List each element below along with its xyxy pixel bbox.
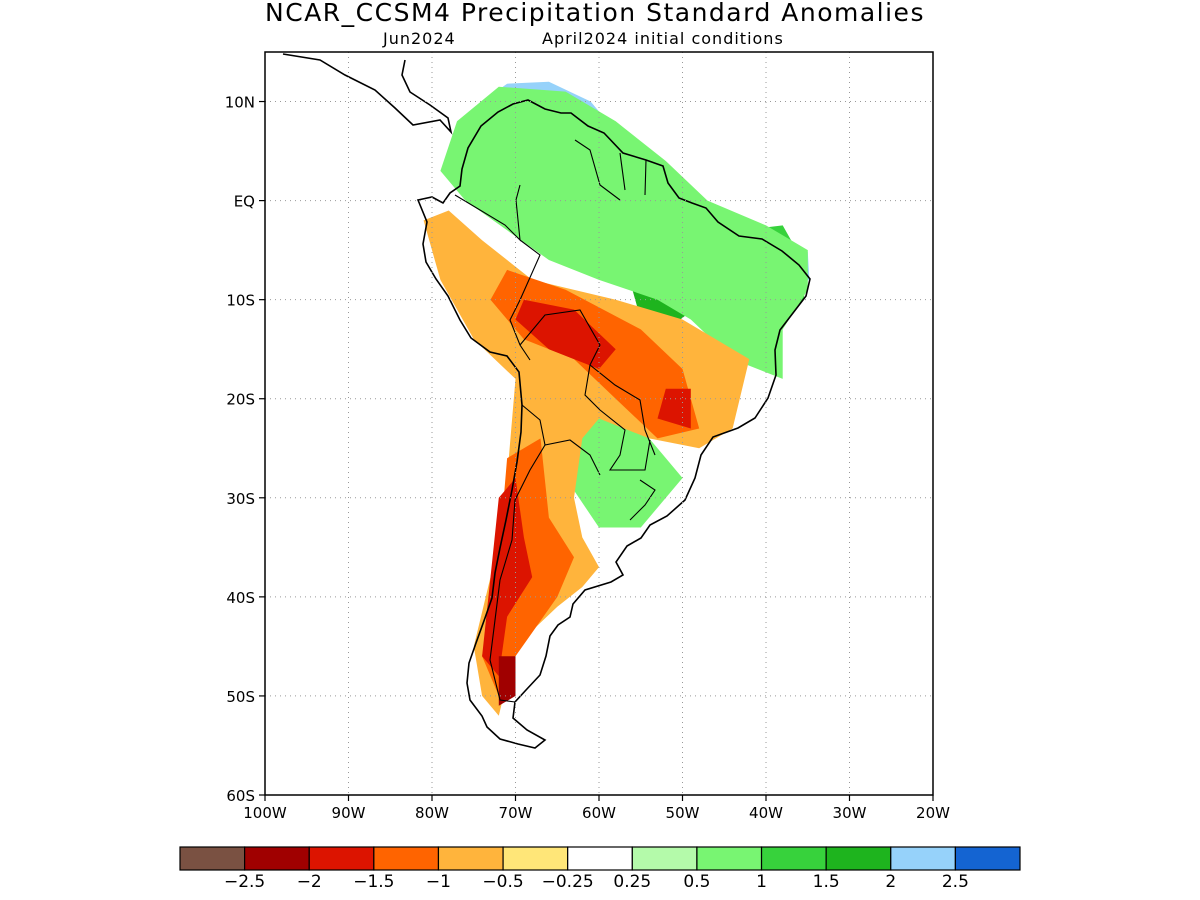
colorbar-swatch xyxy=(567,846,633,871)
colorbar-label: 2.5 xyxy=(942,872,969,892)
colorbar-swatch xyxy=(890,846,956,871)
initial-conditions-label: April2024 initial conditions xyxy=(542,29,784,48)
anomaly-region-5 xyxy=(440,86,808,379)
axis-labels: 100W 90W 80W 70W 60W 50W 40W 30W 20W 10N EQ 10S 20S 3… xyxy=(225,94,950,822)
lon-tick-label: 70W xyxy=(499,804,533,822)
lon-tick-label: 100W xyxy=(243,804,287,822)
colorbar: −2.5 −2 −1.5 −1 −0.5 −0.25 0.25 0.5 1 1.5 2 2.5 xyxy=(179,846,1021,892)
colorbar-swatch xyxy=(631,846,698,871)
colorbar-swatch xyxy=(954,846,1021,871)
colorbar-label: −0.25 xyxy=(542,872,594,892)
forecast-month: Jun2024 xyxy=(383,29,456,48)
central-america-coastline xyxy=(282,53,453,135)
colorbar-label: −2 xyxy=(297,872,322,892)
lat-tick-label: 30S xyxy=(226,490,255,508)
colorbar-swatch xyxy=(437,846,504,871)
colorbar-swatch xyxy=(179,846,246,871)
colorbar-label: 2 xyxy=(885,872,896,892)
lon-tick-label: 50W xyxy=(666,804,700,822)
lon-tick-label: 80W xyxy=(415,804,449,822)
lon-tick-label: 90W xyxy=(332,804,366,822)
south-america-coastline xyxy=(416,99,811,749)
anomaly-region-6 xyxy=(565,398,683,528)
colorbar-swatch xyxy=(760,846,827,871)
colorbar-label: −0.5 xyxy=(482,872,523,892)
lon-tick-label: 20W xyxy=(916,804,950,822)
anomaly-shading xyxy=(423,81,810,716)
colorbar-label: −2.5 xyxy=(224,872,265,892)
colorbar-swatch xyxy=(373,846,440,871)
colorbar-swatch xyxy=(244,846,310,871)
colorbar-swatch xyxy=(825,846,892,871)
anomaly-region-13 xyxy=(498,656,516,706)
lat-tick-label: 20S xyxy=(226,391,255,409)
colorbar-swatch xyxy=(308,846,375,871)
colorbar-swatch xyxy=(696,846,763,871)
lat-tick-label: 10S xyxy=(226,292,255,310)
lon-tick-label: 40W xyxy=(749,804,783,822)
lon-tick-label: 60W xyxy=(582,804,616,822)
lat-tick-label: 10N xyxy=(225,94,255,112)
lat-tick-label: 40S xyxy=(226,589,255,607)
anomaly-region-10 xyxy=(515,299,616,369)
colorbar-label: 1.5 xyxy=(813,872,840,892)
colorbar-label: −1.5 xyxy=(353,872,394,892)
colorbar-swatch xyxy=(502,846,569,871)
map-title: NCAR_CCSM4 Precipitation Standard Anomal… xyxy=(265,0,925,27)
colorbar-label: 1 xyxy=(756,872,767,892)
lat-tick-label: 60S xyxy=(226,787,255,805)
colorbar-label: 0.5 xyxy=(683,872,710,892)
lon-tick-label: 30W xyxy=(833,804,867,822)
colorbar-label: −1 xyxy=(426,872,451,892)
lat-tick-label: 50S xyxy=(226,688,255,706)
lat-tick-label: EQ xyxy=(234,193,255,211)
colorbar-label: 0.25 xyxy=(613,872,651,892)
continent-outline xyxy=(282,53,811,749)
